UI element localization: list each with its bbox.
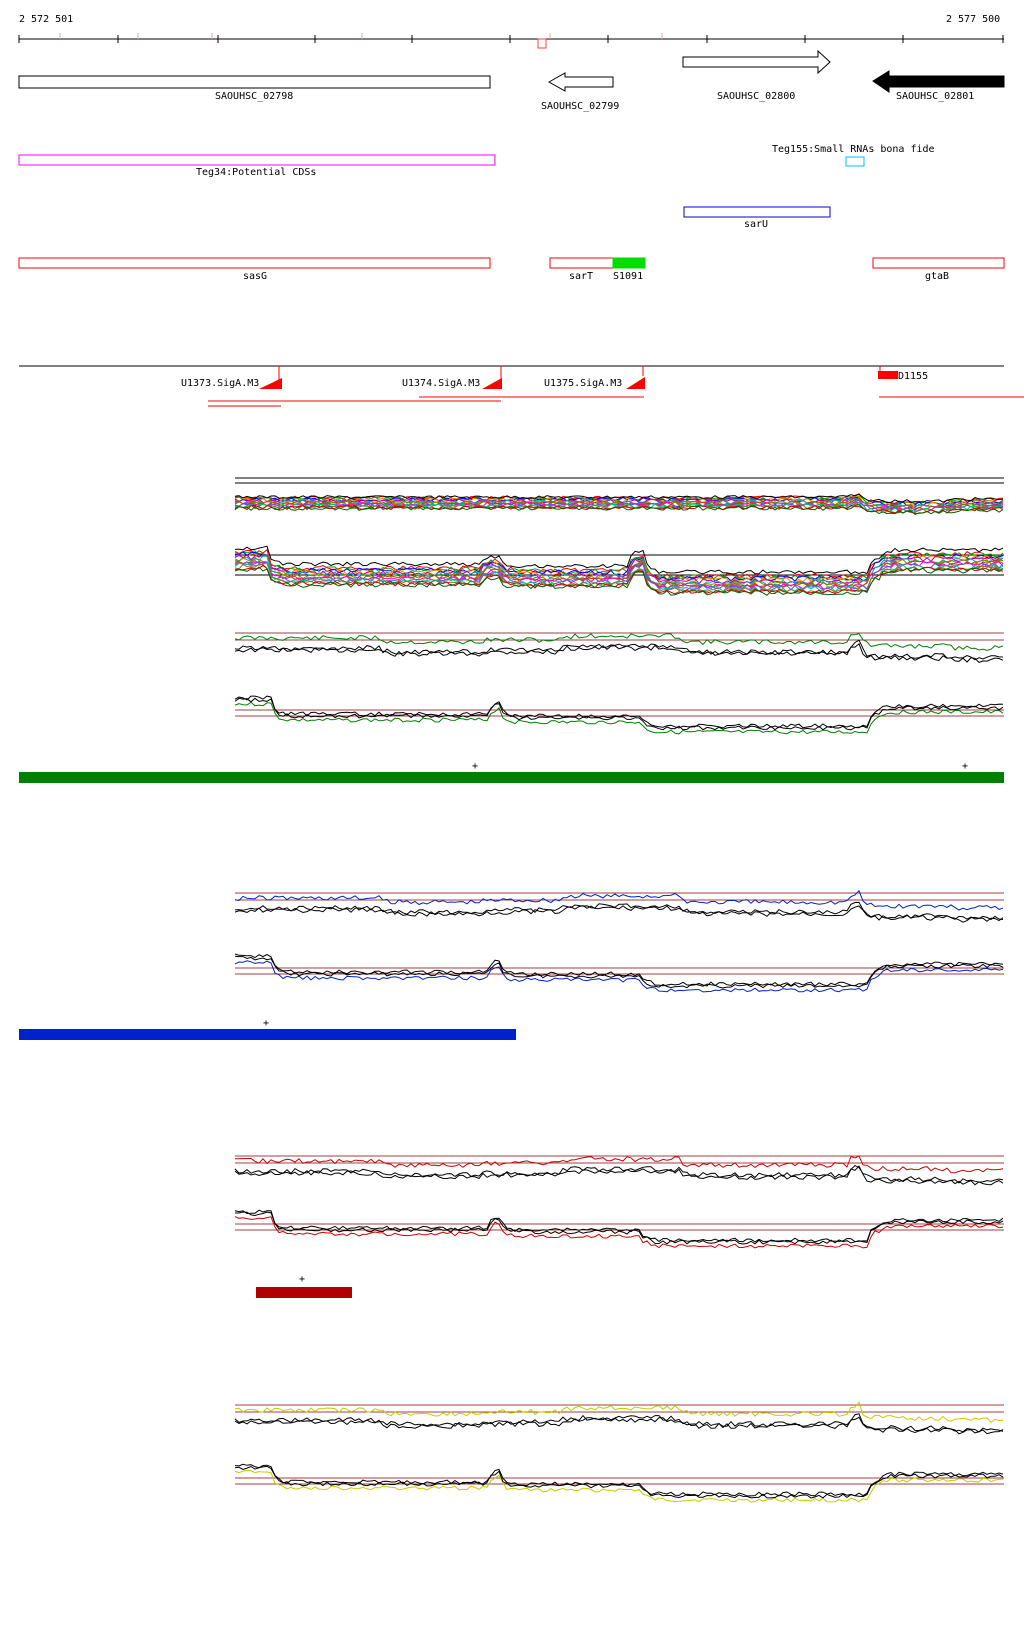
gene-arrow-02799[interactable] bbox=[547, 72, 614, 92]
start-coordinate: 2 572 501 bbox=[19, 14, 73, 25]
multi-expression-line bbox=[234, 551, 1004, 582]
condition-marker: + bbox=[263, 1018, 269, 1029]
condition-line bbox=[234, 1165, 1004, 1186]
gene-arrow-02801[interactable] bbox=[872, 70, 1005, 93]
condition-line bbox=[234, 955, 1004, 989]
condition-line bbox=[234, 901, 1004, 921]
condition-marker: + bbox=[962, 761, 968, 772]
feature-saru[interactable] bbox=[683, 206, 831, 218]
multi-expression-line bbox=[234, 566, 1004, 596]
expression-tracks bbox=[234, 477, 1004, 1503]
gene-box-02798[interactable] bbox=[18, 75, 491, 89]
feature-s1091[interactable] bbox=[612, 257, 646, 269]
condition-line bbox=[234, 889, 1004, 911]
gene-label: SAOUHSC_02799 bbox=[541, 101, 619, 112]
feature-label: sasG bbox=[243, 271, 267, 282]
condition-line bbox=[234, 1469, 1004, 1503]
feature-label: S1091 bbox=[613, 271, 643, 282]
condition-line bbox=[234, 1155, 1004, 1174]
promoter-d1155[interactable]: D1155 bbox=[878, 366, 1024, 398]
condition-line bbox=[234, 1413, 1004, 1433]
condition-line bbox=[234, 633, 1004, 651]
condition-line bbox=[234, 1209, 1004, 1243]
ruler-ticks bbox=[18, 33, 1004, 49]
condition-line bbox=[234, 1216, 1004, 1249]
condition-bar-green[interactable] bbox=[19, 772, 1004, 783]
feature-label: sarU bbox=[744, 219, 768, 230]
end-coordinate: 2 577 500 bbox=[946, 14, 1000, 25]
promoter-track: U1373.SigA.M3 U1374.SigA.M3 U1375.SigA.M… bbox=[19, 365, 1024, 407]
feature-label: sarT bbox=[569, 271, 593, 282]
condition-line bbox=[235, 1211, 1004, 1245]
condition-line bbox=[234, 1465, 1004, 1499]
multi-expression-line bbox=[234, 545, 1004, 575]
condition-marker: + bbox=[472, 761, 478, 772]
promoter-label: U1373.SigA.M3 bbox=[181, 378, 259, 389]
gene-track: SAOUHSC_02798 SAOUHSC_02799 SAOUHSC_0280… bbox=[18, 49, 1005, 112]
condition-line bbox=[234, 1401, 1004, 1423]
condition-line bbox=[234, 642, 1004, 663]
condition-line bbox=[234, 697, 1004, 731]
condition-line bbox=[234, 905, 1004, 923]
multi-expression-line bbox=[234, 493, 1004, 504]
multi-expression-line bbox=[234, 504, 1004, 515]
condition-line bbox=[234, 639, 1004, 661]
gene-label: SAOUHSC_02801 bbox=[896, 91, 974, 102]
feature-gtab[interactable] bbox=[872, 257, 1005, 269]
feature-teg155[interactable] bbox=[845, 156, 865, 167]
promoter-label: U1374.SigA.M3 bbox=[402, 378, 480, 389]
gene-arrow-02800[interactable] bbox=[682, 49, 831, 75]
promoter-u1373[interactable]: U1373.SigA.M3 bbox=[181, 366, 501, 407]
promoter-label: D1155 bbox=[898, 371, 928, 382]
condition-line bbox=[234, 701, 1004, 735]
gene-label: SAOUHSC_02800 bbox=[717, 91, 795, 102]
feature-tracks: Teg34:Potential CDSs Teg155:Small RNAs b… bbox=[18, 144, 1005, 282]
condition-line bbox=[234, 1416, 1004, 1435]
condition-line bbox=[234, 1463, 1004, 1497]
condition-line bbox=[234, 695, 1004, 729]
condition-marker: + bbox=[299, 1274, 305, 1285]
ruler-highlight bbox=[537, 38, 547, 49]
feature-sasg[interactable] bbox=[18, 257, 491, 269]
feature-sart[interactable] bbox=[549, 257, 615, 269]
feature-label: Teg34:Potential CDSs bbox=[196, 167, 316, 178]
coordinate-ruler: 2 572 501 2 577 500 bbox=[18, 14, 1004, 49]
feature-label: gtaB bbox=[925, 271, 949, 282]
feature-teg34[interactable] bbox=[18, 154, 496, 166]
condition-bar-red[interactable] bbox=[256, 1287, 352, 1298]
promoter-u1375[interactable]: U1375.SigA.M3 bbox=[544, 366, 645, 389]
condition-line bbox=[234, 960, 1004, 993]
promoter-u1374[interactable]: U1374.SigA.M3 bbox=[402, 366, 644, 398]
feature-label: Teg155:Small RNAs bona fide bbox=[772, 144, 935, 155]
gene-label: SAOUHSC_02798 bbox=[215, 91, 293, 102]
condition-bar-blue[interactable] bbox=[19, 1029, 516, 1040]
promoter-label: U1375.SigA.M3 bbox=[544, 378, 622, 389]
condition-bars: + + + + bbox=[19, 761, 1004, 1298]
condition-line bbox=[234, 1164, 1004, 1184]
